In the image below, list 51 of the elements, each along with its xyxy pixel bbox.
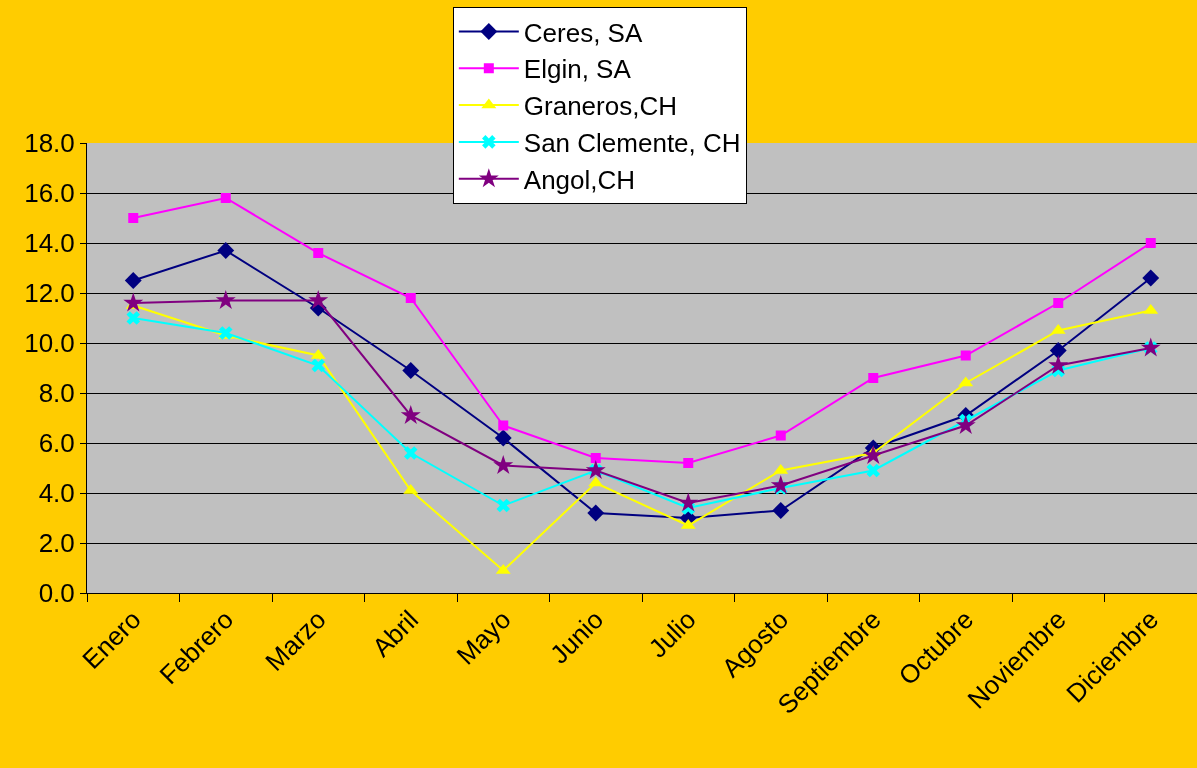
legend-label: Elgin, SA: [523, 54, 632, 85]
point: [678, 492, 699, 512]
y-tick-label: 10.0: [24, 328, 75, 359]
point: [587, 504, 605, 522]
legend-label: San Clemente, CH: [523, 128, 741, 159]
point: [215, 290, 236, 309]
y-tick-label: 8.0: [38, 378, 75, 409]
y-tick-label: 16.0: [24, 178, 75, 209]
point: [403, 446, 418, 460]
y-tick-label: 4.0: [38, 478, 75, 509]
point: [220, 193, 231, 203]
x-tick-label: Julio: [642, 604, 702, 664]
point: [1145, 238, 1156, 248]
point: [308, 290, 329, 309]
point: [496, 498, 511, 513]
point: [775, 430, 786, 441]
y-tick-label: 14.0: [24, 228, 75, 259]
point: [960, 350, 971, 361]
point: [493, 455, 514, 474]
legend-label: Angol,CH: [523, 164, 636, 195]
point: [863, 445, 884, 464]
point: [1053, 298, 1064, 308]
point: [313, 248, 324, 258]
point: [1142, 269, 1160, 287]
point: [405, 293, 416, 303]
point: [955, 415, 976, 434]
point: [772, 502, 790, 519]
point: [311, 358, 326, 373]
y-tick-label: 18.0: [24, 128, 75, 159]
point: [494, 429, 512, 447]
legend-label: Ceres, SA: [523, 17, 643, 48]
point: [868, 373, 879, 383]
point: [128, 213, 139, 223]
point: [124, 272, 142, 289]
y-tick-label: 2.0: [38, 528, 75, 559]
point: [123, 292, 144, 312]
y-tick-label: 6.0: [38, 428, 75, 459]
point: [217, 242, 235, 259]
y-tick-label: 12.0: [24, 278, 75, 309]
legend-label: Graneros,CH: [523, 91, 677, 122]
point: [402, 362, 420, 379]
point: [683, 458, 694, 468]
point: [1049, 342, 1067, 359]
point: [590, 453, 601, 463]
point: [1048, 355, 1069, 374]
point: [770, 475, 791, 494]
point: [866, 463, 881, 478]
y-tick-label: 0.0: [38, 578, 75, 609]
point: [498, 420, 509, 431]
point: [126, 311, 141, 325]
point: [400, 405, 421, 424]
